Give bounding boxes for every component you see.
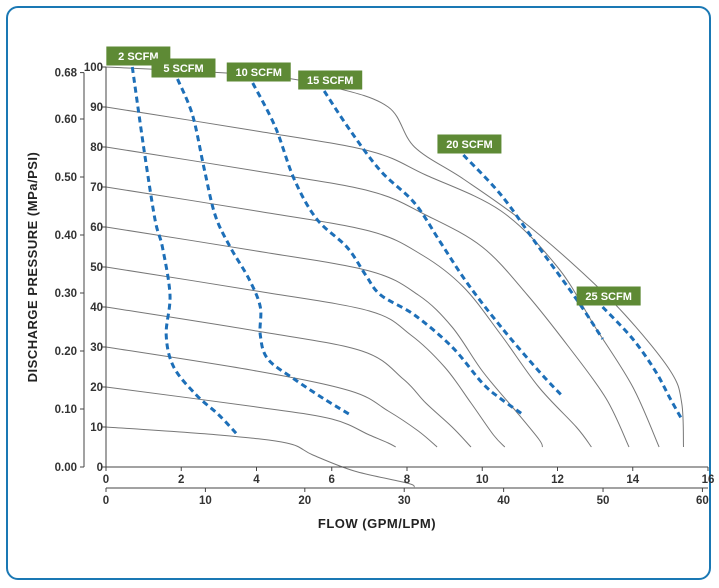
mpa-tick-label: 0.68 xyxy=(55,68,78,80)
tick-labels: 01020304050607080901000.000.100.200.300.… xyxy=(55,62,715,507)
inlet-pressure-curves xyxy=(105,66,684,488)
pressure-curve-0 xyxy=(105,66,684,448)
gpm-tick-label: 10 xyxy=(476,474,489,486)
air-consumption-labels: 2 SCFM 5 SCFM 10 SCFM 15 SCFM 20 SCFM 25 SCFM xyxy=(106,46,641,306)
gpm-tick-label: 0 xyxy=(103,474,109,486)
scfm-line-3 xyxy=(322,90,563,397)
psi-tick-label: 30 xyxy=(90,342,103,354)
gpm-tick-label: 6 xyxy=(329,474,335,486)
gpm-tick-label: 4 xyxy=(253,474,260,486)
x-axis-title: FLOW (GPM/LPM) xyxy=(318,516,436,531)
scfm-line-0 xyxy=(130,66,239,437)
pressure-curve-1 xyxy=(105,106,660,448)
psi-tick-label: 20 xyxy=(90,382,103,394)
mpa-tick-label: 0.40 xyxy=(55,230,77,242)
psi-tick-label: 70 xyxy=(90,182,103,194)
gpm-tick-label: 2 xyxy=(178,474,184,486)
mpa-tick-label: 0.20 xyxy=(55,346,77,358)
scfm-line-1 xyxy=(176,78,352,417)
pressure-curve-8 xyxy=(105,386,396,448)
psi-tick-label: 40 xyxy=(90,302,103,314)
psi-tick-label: 100 xyxy=(84,62,103,74)
pressure-curve-7 xyxy=(105,346,438,448)
air-consumption-series xyxy=(130,66,683,437)
scfm-label-4: 20 SCFM xyxy=(437,134,502,154)
mpa-tick-label: 0.60 xyxy=(55,114,77,126)
pressure-curve-6 xyxy=(105,306,472,448)
scfm-line-5 xyxy=(601,305,683,420)
y-axis-title: DISCHARGE PRESSURE (MPa/PSI) xyxy=(25,152,40,383)
psi-tick-label: 80 xyxy=(90,142,103,154)
gpm-tick-label: 16 xyxy=(702,474,715,486)
scfm-label-box xyxy=(298,70,363,90)
gpm-tick-label: 14 xyxy=(626,474,639,486)
scfm-label-text: 15 SCFM xyxy=(307,75,353,87)
scfm-label-box xyxy=(151,58,216,78)
lpm-tick-label: 0 xyxy=(103,495,109,507)
mpa-tick-label: 0.30 xyxy=(55,288,77,300)
mpa-tick-label: 0.00 xyxy=(55,462,77,474)
psi-tick-label: 60 xyxy=(90,222,103,234)
psi-tick-label: 50 xyxy=(90,262,103,274)
scfm-label-box xyxy=(226,62,291,82)
pressure-curve-2 xyxy=(105,146,630,448)
pressure-curve-4 xyxy=(105,226,543,448)
scfm-label-5: 25 SCFM xyxy=(576,286,641,306)
scfm-label-text: 20 SCFM xyxy=(446,139,492,151)
mpa-tick-label: 0.50 xyxy=(55,172,77,184)
lpm-tick-label: 30 xyxy=(398,495,411,507)
lpm-tick-label: 40 xyxy=(497,495,510,507)
psi-tick-label: 10 xyxy=(90,422,103,434)
scfm-label-text: 10 SCFM xyxy=(236,67,282,79)
axes xyxy=(80,66,709,492)
scfm-label-2: 10 SCFM xyxy=(226,62,291,82)
mpa-tick-label: 0.10 xyxy=(55,404,77,416)
lpm-tick-label: 20 xyxy=(298,495,311,507)
gpm-tick-label: 8 xyxy=(404,474,411,486)
scfm-label-text: 25 SCFM xyxy=(585,291,631,303)
lpm-tick-label: 60 xyxy=(696,495,709,507)
pressure-curve-5 xyxy=(105,266,506,448)
psi-tick-label: 0 xyxy=(97,462,103,474)
scfm-label-text: 5 SCFM xyxy=(163,63,203,75)
scfm-label-box xyxy=(576,286,641,306)
scfm-label-box xyxy=(437,134,502,154)
lpm-tick-label: 10 xyxy=(199,495,212,507)
scfm-line-2 xyxy=(251,82,525,417)
psi-tick-label: 90 xyxy=(90,102,103,114)
lpm-tick-label: 50 xyxy=(597,495,610,507)
scfm-label-1: 5 SCFM xyxy=(151,58,216,78)
scfm-label-3: 15 SCFM xyxy=(298,70,363,90)
pressure-curve-3 xyxy=(105,186,592,448)
gpm-tick-label: 12 xyxy=(551,474,564,486)
scfm-label-text: 2 SCFM xyxy=(118,51,158,63)
pressure-curve-9 xyxy=(105,426,415,488)
